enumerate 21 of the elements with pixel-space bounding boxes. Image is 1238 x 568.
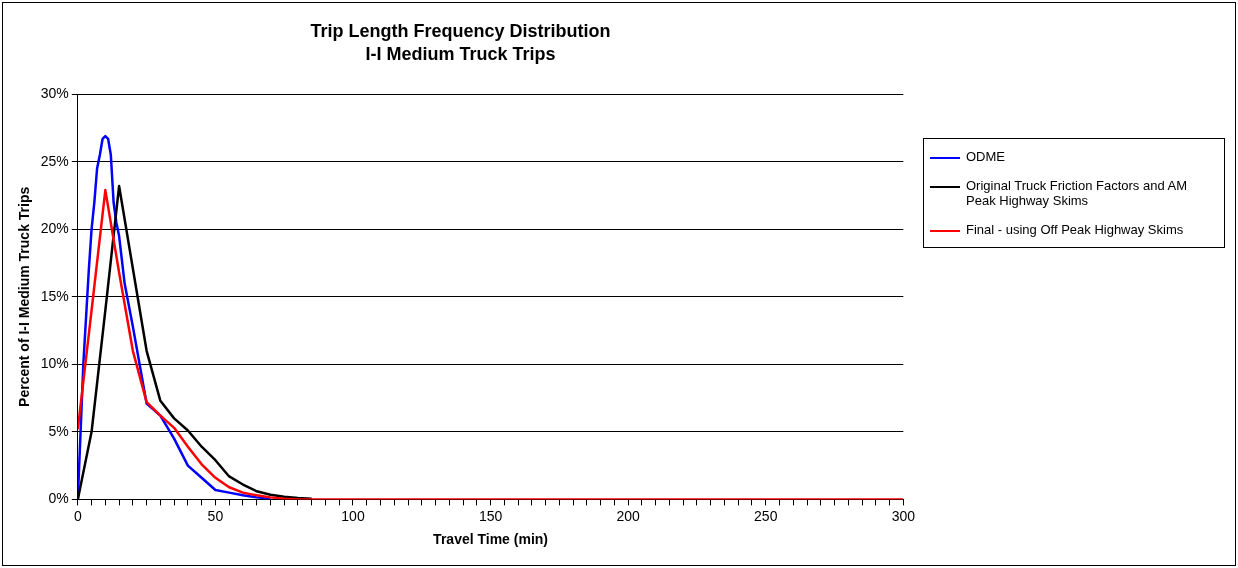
legend-label: ODME bbox=[966, 149, 1005, 164]
x-tick-label: 150 bbox=[478, 507, 503, 524]
legend-label: Final - using Off Peak Highway Skims bbox=[966, 222, 1184, 237]
x-axis-title: Travel Time (min) bbox=[433, 531, 549, 548]
x-tick-label: 200 bbox=[616, 507, 641, 524]
chart-subtitle: I-I Medium Truck Trips bbox=[365, 44, 556, 65]
y-axis-title: Percent of I-I Medium Truck Trips bbox=[16, 186, 33, 407]
chart-title: Trip Length Frequency Distribution bbox=[310, 20, 611, 41]
x-tick-label: 0 bbox=[73, 507, 82, 524]
y-tick-label: 0% bbox=[48, 490, 69, 507]
y-tick-label: 20% bbox=[40, 220, 69, 237]
y-tick-label: 10% bbox=[40, 355, 69, 372]
x-tick-label: 250 bbox=[754, 507, 778, 524]
x-tick-label: 100 bbox=[341, 507, 365, 524]
y-tick-label: 25% bbox=[40, 152, 69, 169]
x-tick-label: 300 bbox=[891, 507, 916, 524]
x-tick-label: 50 bbox=[207, 507, 224, 524]
legend-label: Original Truck Friction Factors and AM Peak Highway Skims bbox=[966, 178, 1189, 208]
y-tick-label: 5% bbox=[48, 422, 69, 439]
y-tick-label: 30% bbox=[40, 85, 69, 102]
y-tick-label: 15% bbox=[40, 287, 69, 304]
